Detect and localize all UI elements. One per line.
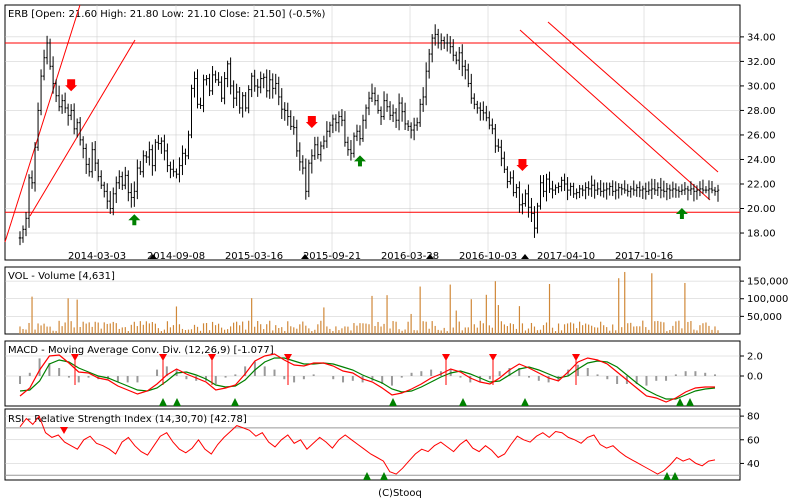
- event-marker-icon: [149, 254, 157, 259]
- sell-triangle-icon: [284, 354, 292, 361]
- event-marker-icon: [426, 254, 434, 259]
- event-marker-icon: [301, 254, 309, 259]
- y-tick-label: 22.00: [747, 179, 776, 190]
- buy-triangle-icon: [363, 472, 371, 480]
- buy-triangle-icon: [671, 472, 679, 480]
- buy-arrow-icon: [675, 208, 688, 220]
- trend-channel-line-3: [547, 21, 719, 173]
- buy-triangle-icon: [663, 472, 671, 480]
- buy-triangle-icon: [389, 398, 397, 406]
- panel-title-1: VOL - Volume [4,631]: [8, 271, 115, 282]
- y-tick-label: 34.00: [747, 32, 776, 43]
- sell-arrow-icon: [516, 158, 529, 171]
- buy-triangle-icon: [173, 398, 181, 406]
- trend-channel-line-2: [519, 29, 711, 201]
- buy-triangle-icon: [521, 398, 529, 406]
- sell-triangle-icon: [159, 354, 167, 361]
- panel-frame-3: [4, 408, 741, 481]
- panel-title-3: RSI - Relative Strength Index (14,30,70)…: [8, 414, 247, 425]
- y-tick-label: 2.0: [747, 352, 763, 363]
- buy-triangle-icon: [231, 398, 239, 406]
- y-tick-label: 80: [747, 412, 760, 423]
- buy-triangle-icon: [686, 398, 694, 406]
- x-tick-label: 2015-09-21: [303, 251, 361, 262]
- y-tick-label: 32.00: [747, 57, 776, 68]
- buy-arrow-icon: [128, 214, 141, 226]
- y-tick-label: 60: [747, 435, 760, 446]
- buy-triangle-icon: [676, 398, 684, 406]
- sell-triangle-icon: [71, 354, 79, 361]
- panel-title-2: MACD - Moving Average Conv. Div. (12,26,…: [8, 345, 274, 356]
- buy-arrow-icon: [353, 155, 366, 167]
- credit-text: (C)Stooq: [378, 488, 422, 499]
- y-tick-label: 30.00: [747, 81, 776, 92]
- y-tick-label: 18.00: [747, 229, 776, 240]
- y-tick-label: 0.0: [747, 372, 763, 383]
- rsi-line: [19, 415, 716, 475]
- sell-triangle-icon: [442, 354, 450, 361]
- sell-triangle-icon: [208, 354, 216, 361]
- buy-triangle-icon: [159, 398, 167, 406]
- sell-triangle-icon: [60, 427, 68, 434]
- trend-channel-line-0: [4, 4, 81, 243]
- x-tick-label: 2015-03-16: [225, 251, 283, 262]
- y-tick-label: 28.00: [747, 106, 776, 117]
- panel-frame-0: [4, 4, 741, 261]
- macd-line: [19, 353, 715, 403]
- y-tick-label: 40: [747, 459, 760, 470]
- y-tick-label: 100,000: [747, 294, 788, 305]
- x-tick-label: 2016-10-03: [459, 251, 517, 262]
- x-tick-label: 2014-03-03: [68, 251, 126, 262]
- buy-triangle-icon: [380, 472, 388, 480]
- y-tick-label: 26.00: [747, 130, 776, 141]
- x-tick-label: 2014-09-08: [147, 251, 205, 262]
- buy-triangle-icon: [459, 398, 467, 406]
- y-tick-label: 24.00: [747, 155, 776, 166]
- sell-arrow-icon: [305, 116, 318, 129]
- sell-triangle-icon: [489, 354, 497, 361]
- x-tick-label: 2017-10-16: [615, 251, 673, 262]
- sell-arrow-icon: [65, 79, 78, 92]
- event-marker-icon: [521, 254, 529, 259]
- trend-channel-line-1: [29, 39, 136, 217]
- x-tick-label: 2017-04-10: [537, 251, 595, 262]
- panel-title-0: ERB [Open: 21.60 High: 21.80 Low: 21.10 …: [8, 9, 326, 20]
- y-tick-label: 50,000: [747, 312, 782, 323]
- y-tick-label: 20.00: [747, 204, 776, 215]
- panel-frame-2: [4, 340, 741, 407]
- x-tick-label: 2016-03-28: [381, 251, 439, 262]
- sell-triangle-icon: [572, 354, 580, 361]
- y-tick-label: 150,000: [747, 277, 788, 288]
